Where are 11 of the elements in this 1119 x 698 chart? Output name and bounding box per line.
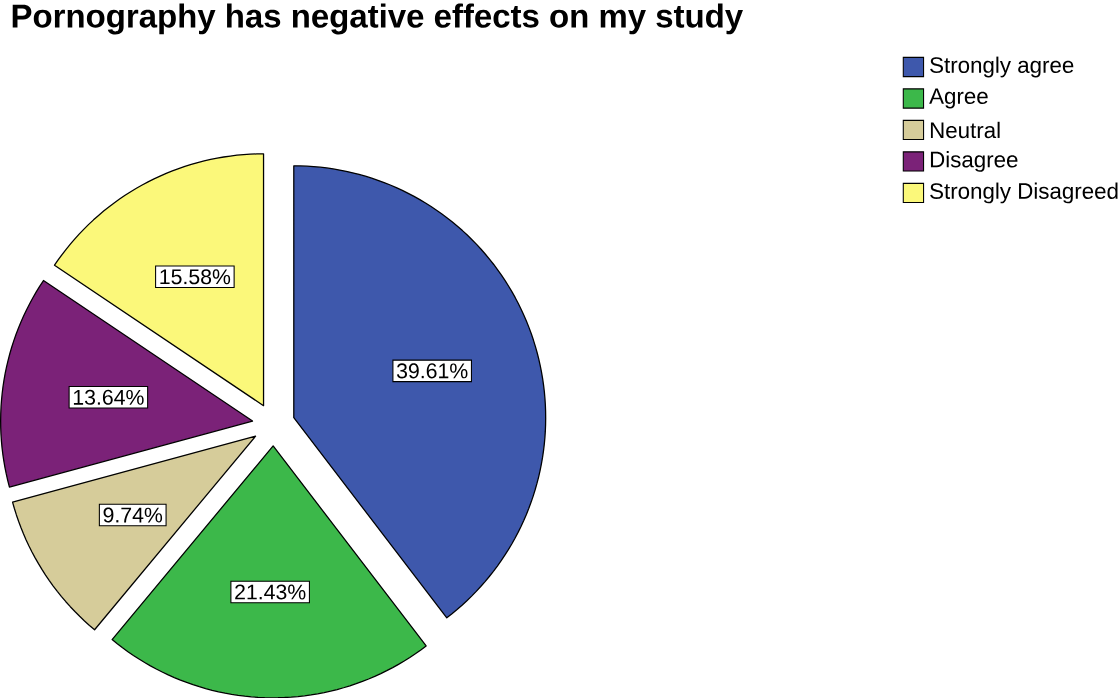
data-label: 15.58% xyxy=(160,269,231,285)
chart-title: Pornography has negative effects on my study xyxy=(12,3,743,35)
legend-label: Agree xyxy=(929,88,988,109)
legend-label: Strongly agree xyxy=(930,56,1074,78)
legend-label: Strongly Disagreed xyxy=(930,182,1118,204)
data-label: 39.61% xyxy=(396,363,468,379)
legend-label: Disagree xyxy=(930,150,1018,172)
legend-label: Neutral xyxy=(930,121,1000,138)
data-label: 21.43% xyxy=(235,584,306,600)
data-label: 13.64% xyxy=(73,389,144,405)
data-label: 9.74% xyxy=(103,507,163,523)
